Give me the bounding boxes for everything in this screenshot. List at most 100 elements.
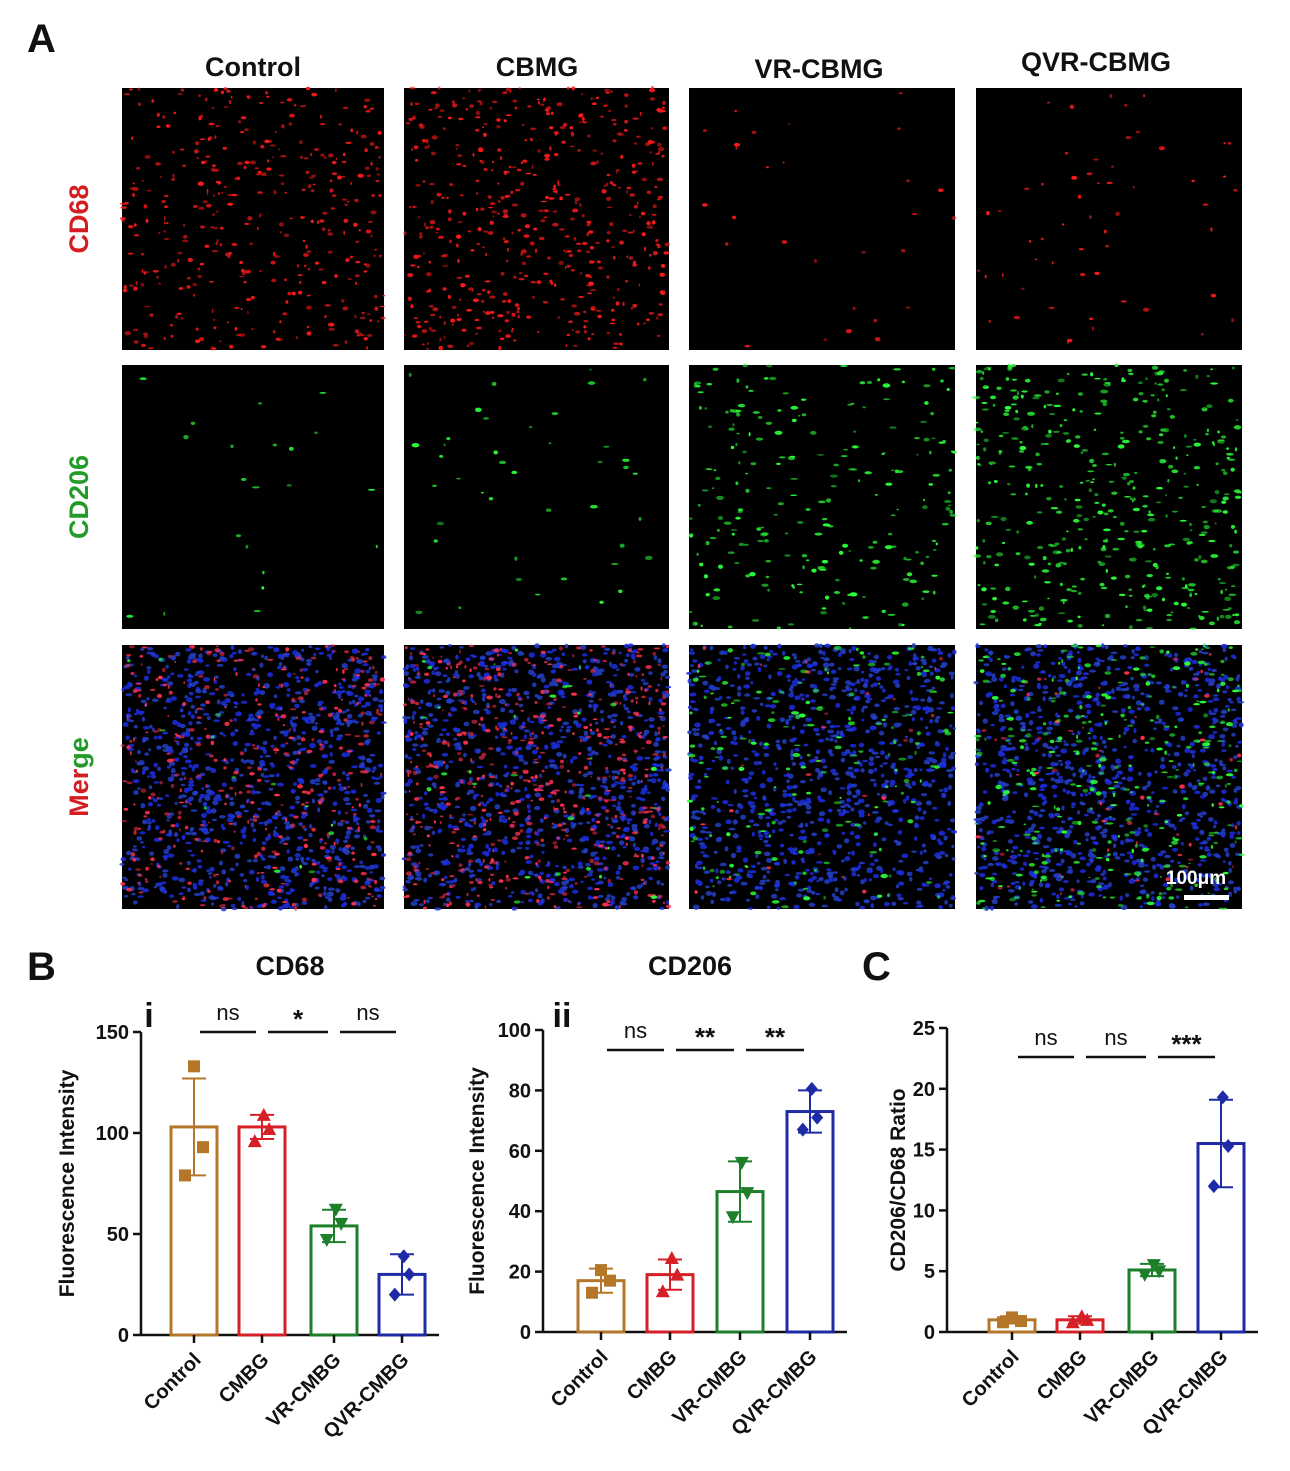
data-point: [319, 1234, 334, 1248]
significance-label: ns: [356, 1000, 379, 1025]
micrograph-cd206-cbmg: [404, 365, 669, 629]
data-point: [725, 1211, 740, 1225]
data-point: [586, 1286, 598, 1299]
significance-label: ns: [1034, 1025, 1057, 1050]
significance-label: ***: [1171, 1029, 1202, 1059]
scale-bar: [1184, 895, 1229, 900]
significance-label: *: [293, 1004, 304, 1034]
column-header: Control: [205, 52, 301, 82]
data-point: [655, 1284, 670, 1298]
column-header: VR-CBMG: [755, 54, 884, 84]
column-header: QVR-CBMG: [1021, 47, 1171, 77]
y-tick-label: 25: [913, 1018, 935, 1040]
panel-b-letter: B: [27, 945, 56, 989]
micrograph-cd68-vr-cbmg: [689, 88, 957, 350]
bar-qvr-cmbg: [1196, 1142, 1246, 1334]
data-point: [1216, 1090, 1229, 1105]
y-tick-label: 150: [96, 1022, 129, 1044]
significance-label: **: [695, 1022, 716, 1052]
y-tick-label: 80: [509, 1080, 531, 1102]
data-point: [796, 1122, 809, 1137]
panel-a-letter: A: [27, 17, 56, 61]
data-point: [1152, 1265, 1167, 1279]
micrograph-merge-control: [119, 644, 387, 912]
micrograph-grid: [119, 85, 1245, 912]
column-header: CBMG: [496, 52, 579, 82]
row-label: CD68: [64, 184, 94, 253]
data-point: [595, 1264, 607, 1277]
significance-label: ns: [1104, 1025, 1127, 1050]
y-tick-label: 5: [924, 1261, 935, 1283]
y-tick-label: 0: [520, 1322, 531, 1344]
data-point: [179, 1169, 191, 1182]
data-point: [328, 1203, 343, 1217]
significance-label: **: [765, 1022, 786, 1052]
y-tick-label: 0: [118, 1325, 129, 1347]
micrograph-cd206-qvr-cbmg: [972, 363, 1243, 630]
row-label: CD206: [64, 455, 94, 539]
data-point: [805, 1081, 818, 1096]
y-tick-label: 15: [913, 1140, 935, 1162]
chart-1: CD68 i Fluorescence Intensity 0 50 100 150 Cont…: [56, 951, 439, 1443]
y-axis-label: Fluorescence Intensity: [56, 1069, 79, 1297]
x-tick-label: CMBG: [1033, 1346, 1092, 1405]
x-tick-label: CMBG: [623, 1346, 682, 1405]
micrograph-cd206-control: [122, 365, 384, 629]
y-tick-label: 100: [96, 1123, 129, 1145]
data-point: [334, 1217, 349, 1231]
data-point: [811, 1110, 824, 1125]
y-tick-label: 60: [509, 1141, 531, 1163]
chart-title: CD68: [255, 951, 324, 981]
y-axis-label: Fluorescence Intensity: [466, 1067, 489, 1295]
data-point: [604, 1274, 616, 1287]
micrograph-cd206-vr-cbmg: [688, 363, 957, 630]
data-point: [197, 1141, 209, 1154]
subpanel-numeral: i: [144, 997, 153, 1035]
data-point: [1065, 1315, 1080, 1329]
significance-label: ns: [216, 1000, 239, 1025]
data-point: [734, 1156, 749, 1170]
subpanel-numeral: ii: [553, 997, 572, 1035]
y-tick-label: 0: [924, 1322, 935, 1344]
chart-2: CD206 ii Fluorescence Intensity 0 20 40 60 80 10…: [466, 951, 847, 1440]
micrograph-cd68-cbmg: [403, 85, 671, 351]
significance-label: ns: [624, 1018, 647, 1043]
x-tick-label: Control: [958, 1346, 1024, 1412]
chart-title: CD206: [648, 951, 732, 981]
column-headers: Control CBMG VR-CBMG QVR-CBMG: [205, 47, 1171, 84]
bar-qvr-cmbg: [785, 1110, 835, 1334]
bar-vr-cmbg: [1127, 1268, 1177, 1334]
micrograph-merge-vr-cbmg: [685, 643, 958, 910]
y-tick-label: 40: [509, 1201, 531, 1223]
bar-control: [576, 1279, 626, 1334]
data-point: [740, 1187, 755, 1201]
y-tick-label: 20: [509, 1262, 531, 1284]
scale-bar-label: 100μm: [1166, 868, 1226, 889]
micrograph-cd68-control: [119, 86, 386, 351]
data-point: [670, 1267, 685, 1281]
data-point: [1137, 1268, 1152, 1282]
data-point: [1222, 1138, 1235, 1153]
data-point: [188, 1060, 200, 1073]
data-point: [1080, 1312, 1095, 1326]
data-point: [247, 1134, 262, 1148]
x-tick-label: CMBG: [215, 1349, 274, 1408]
data-point: [1015, 1315, 1027, 1328]
panel-c-letter: C: [862, 945, 891, 989]
data-point: [997, 1316, 1009, 1329]
y-axis-label: CD206/CD68 Ratio: [887, 1088, 910, 1271]
y-tick-label: 10: [913, 1200, 935, 1222]
row-label: Merge: [64, 737, 94, 817]
bar-cmbg: [237, 1125, 287, 1337]
micrograph-cd68-qvr-cbmg: [976, 88, 1242, 350]
x-tick-label: Control: [547, 1346, 613, 1412]
data-point: [256, 1107, 271, 1121]
x-tick-label: Control: [140, 1349, 206, 1415]
y-tick-label: 50: [107, 1224, 129, 1246]
data-point: [403, 1267, 416, 1282]
y-tick-label: 100: [498, 1020, 531, 1042]
data-point: [262, 1121, 277, 1135]
